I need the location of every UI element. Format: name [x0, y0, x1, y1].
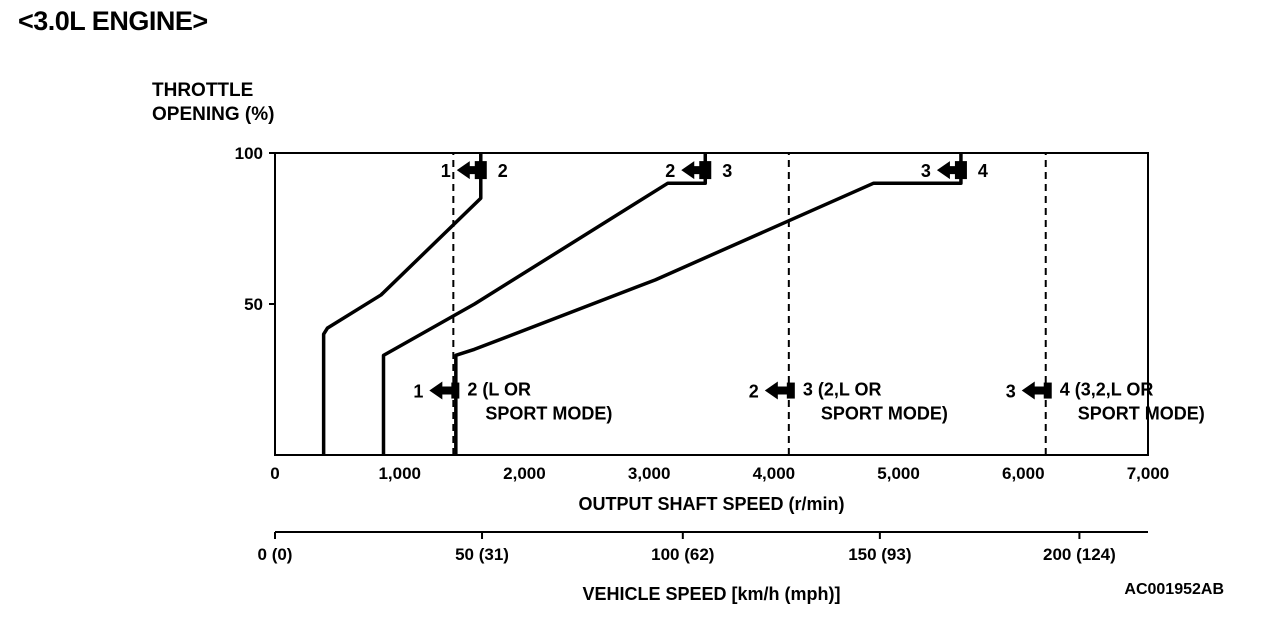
upshift-to-gear: 2	[498, 161, 508, 181]
x-tick-label: 2,000	[503, 464, 546, 483]
vehicle-speed-axis-label: VEHICLE SPEED [km/h (mph)]	[582, 584, 840, 604]
downshift-to-gear: 4 (3,2,L OR	[1060, 380, 1154, 400]
upshift-line	[321, 153, 483, 455]
y-axis-label-line2: OPENING (%)	[152, 104, 275, 125]
x-tick-label: 7,000	[1127, 464, 1170, 483]
figure-code: AC001952AB	[1124, 581, 1224, 598]
upshift-to-gear: 3	[722, 161, 732, 181]
shift-arrow-icon	[1021, 381, 1050, 400]
shift-arrow-icon	[681, 161, 710, 180]
shift-arrow-icon	[456, 161, 485, 180]
vehicle-speed-tick-label: 50 (31)	[455, 545, 509, 564]
y-tick-label: 100	[235, 144, 263, 163]
downshift-from-gear: 1	[413, 382, 423, 402]
vehicle-speed-tick-label: 0 (0)	[258, 545, 293, 564]
upshift-to-gear: 4	[978, 161, 988, 181]
downshift-mode-note: SPORT MODE)	[1078, 404, 1205, 424]
shift-marker-block	[786, 382, 795, 399]
plot-frame	[274, 152, 1149, 456]
shift-arrow-icon	[936, 161, 965, 180]
shift-marker-block	[1043, 382, 1052, 399]
vehicle-speed-tick-label: 200 (124)	[1043, 545, 1116, 564]
upshift-from-gear: 1	[441, 161, 451, 181]
x-tick-label: 0	[270, 464, 279, 483]
x-tick-label: 5,000	[877, 464, 920, 483]
downshift-from-gear: 3	[1006, 382, 1016, 402]
downshift-from-gear: 2	[749, 382, 759, 402]
y-tick-label: 50	[244, 295, 263, 314]
shift-arrow-icon	[429, 381, 458, 400]
shift-marker-block	[451, 382, 460, 399]
vehicle-speed-tick-label: 150 (93)	[848, 545, 911, 564]
x-tick-label: 6,000	[1002, 464, 1045, 483]
y-axis-label-line1: THROTTLE	[152, 80, 254, 101]
x-tick-label: 4,000	[753, 464, 796, 483]
vehicle-speed-tick-label: 100 (62)	[651, 545, 714, 564]
upshift-line	[454, 153, 963, 455]
downshift-to-gear: 2 (L OR	[467, 380, 531, 400]
upshift-from-gear: 3	[921, 161, 931, 181]
downshift-to-gear: 3 (2,L OR	[803, 380, 882, 400]
downshift-mode-note: SPORT MODE)	[485, 404, 612, 424]
page-title: <3.0L ENGINE>	[18, 6, 208, 36]
downshift-mode-note: SPORT MODE)	[821, 404, 948, 424]
x-tick-label: 1,000	[378, 464, 421, 483]
x-axis-label: OUTPUT SHAFT SPEED (r/min)	[578, 494, 844, 514]
shift-arrow-icon	[764, 381, 793, 400]
x-tick-label: 3,000	[628, 464, 671, 483]
upshift-from-gear: 2	[665, 161, 675, 181]
